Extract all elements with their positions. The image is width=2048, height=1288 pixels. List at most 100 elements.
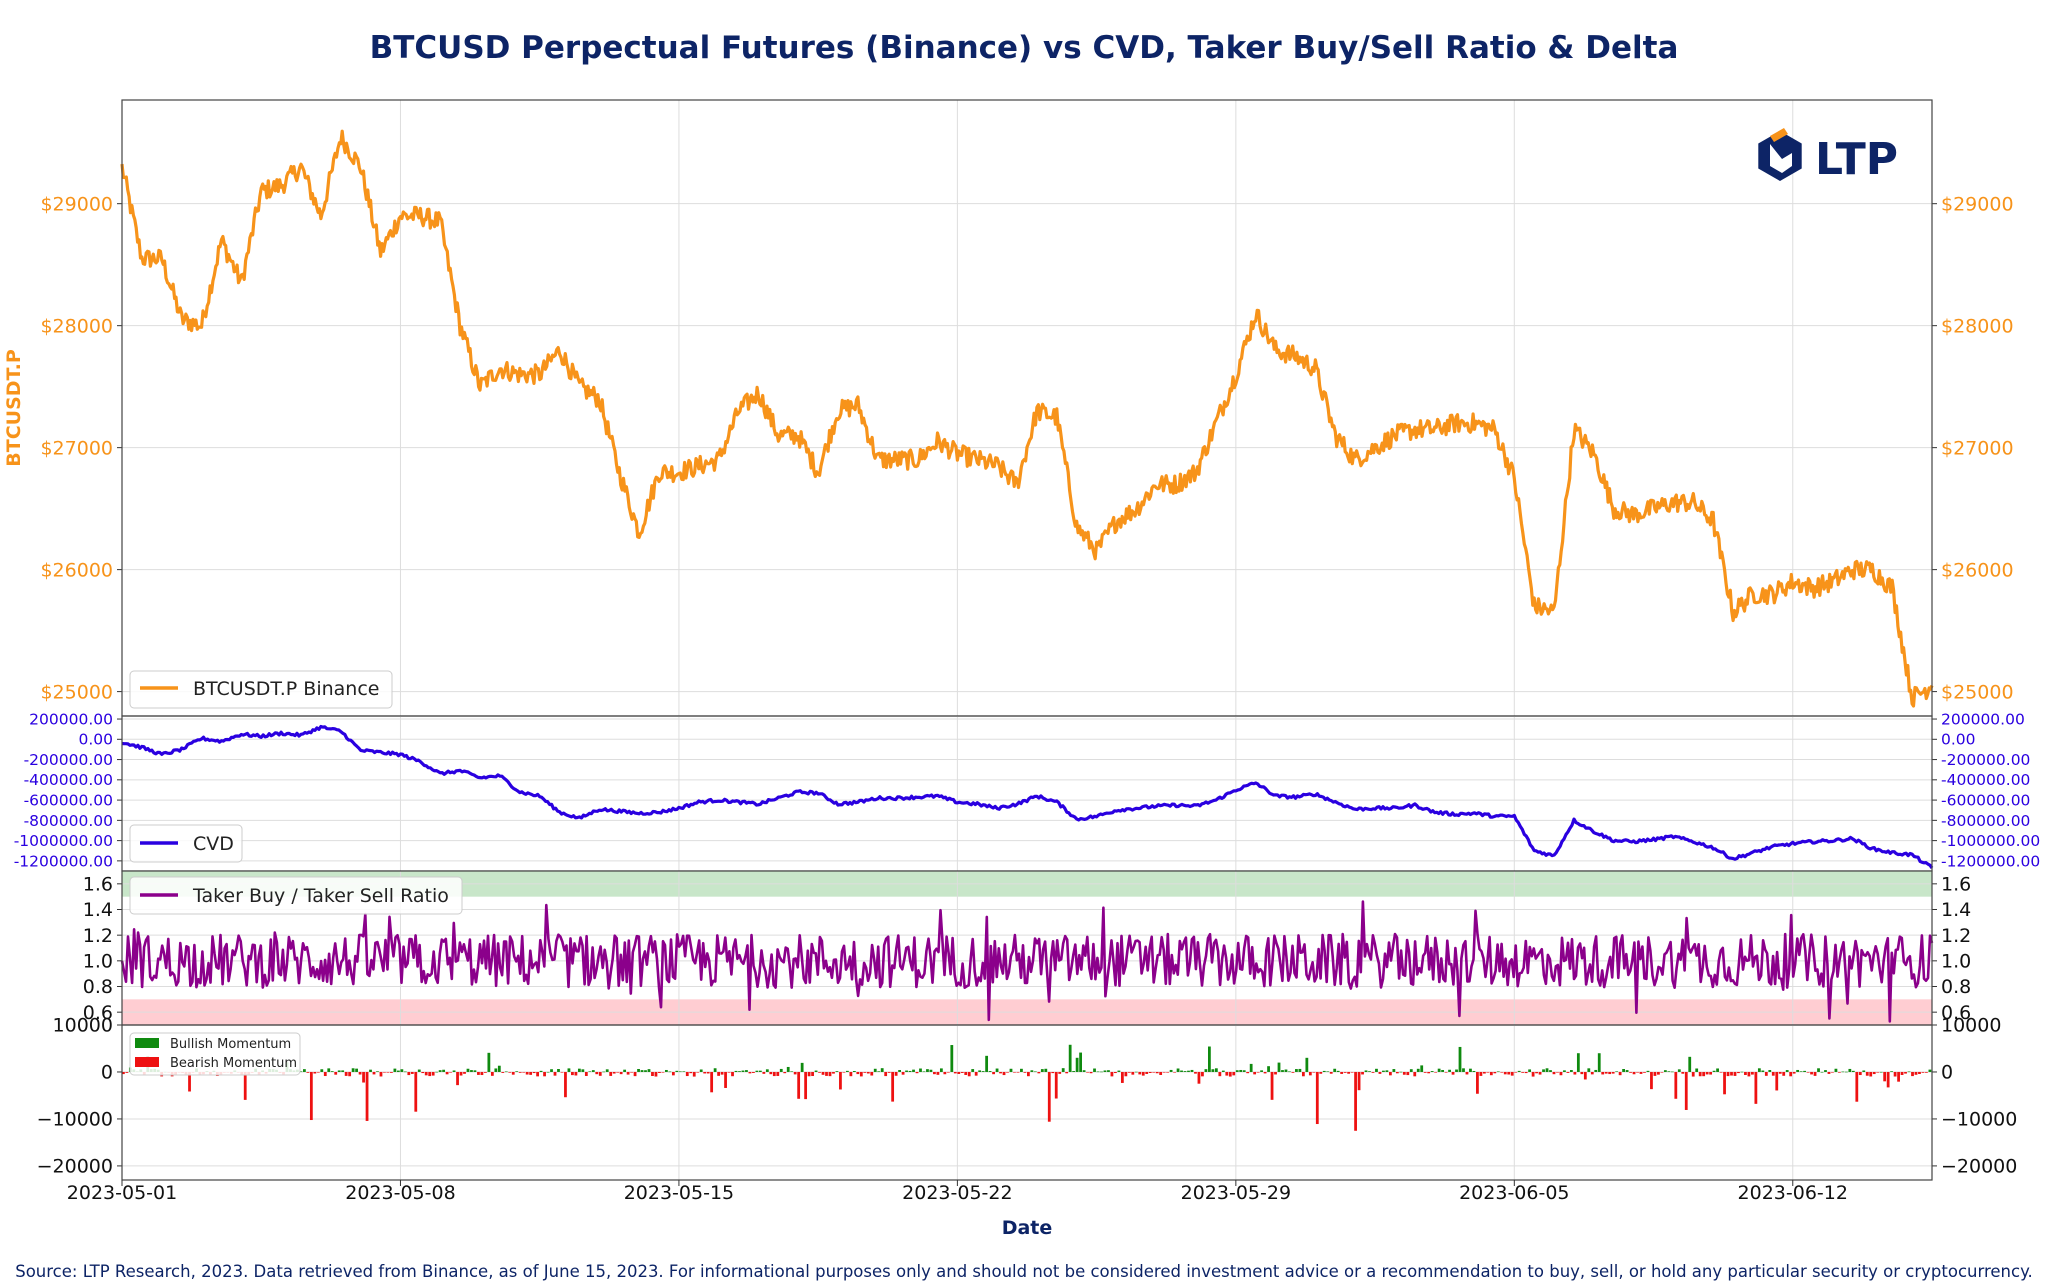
bull-bar <box>351 1068 355 1072</box>
bear-bar <box>1771 1071 1775 1076</box>
bull-bar <box>1907 1071 1911 1073</box>
bull-bar <box>905 1070 908 1072</box>
bear-bar <box>1291 1071 1295 1073</box>
bull-bar <box>1844 1071 1848 1073</box>
bull-bar <box>1183 1071 1187 1072</box>
bull-bar <box>393 1068 397 1072</box>
bear-bar <box>1427 1071 1431 1074</box>
y-tick-label-right: 1.6 <box>1941 873 1971 895</box>
bear-bar <box>1775 1071 1779 1091</box>
bear-bar <box>1350 1071 1354 1073</box>
source-note: Source: LTP Research, 2023. Data retriev… <box>15 1262 2033 1281</box>
bear-bar <box>1657 1071 1660 1075</box>
legend-label-price: BTCUSDT.P Binance <box>193 678 379 700</box>
bull-bar <box>591 1070 595 1072</box>
bull-bar <box>1187 1070 1190 1072</box>
bear-bar <box>957 1071 961 1074</box>
bull-bar <box>1180 1070 1183 1072</box>
bull-bar <box>1549 1070 1552 1072</box>
legend-label-cvd: CVD <box>193 833 234 855</box>
y-tick-label-left: -400000.00 <box>24 771 113 789</box>
bull-bar <box>929 1069 933 1072</box>
legend-box <box>129 670 393 709</box>
bull-bar <box>1625 1070 1629 1072</box>
bull-bar <box>577 1068 581 1072</box>
y-tick-label-right: 10000 <box>1941 1015 2001 1037</box>
bear-bar <box>1051 1071 1055 1074</box>
y-tick-label-right: -600000.00 <box>1941 792 2030 810</box>
ratio-panel: 0.6 0.6 0.8 0.8 1.0 1.0 1.2 1.2 1.4 1.4 1.6 1.6 Take… <box>83 870 1971 1026</box>
bull-bar <box>1061 1068 1065 1072</box>
bear-bar <box>626 1071 630 1075</box>
bull-bar <box>1134 1071 1138 1073</box>
bear-bar <box>1751 1071 1754 1075</box>
bull-bar <box>1670 1071 1674 1073</box>
bull-bar <box>1851 1070 1855 1072</box>
bear-bar <box>1141 1071 1145 1076</box>
bull-bar <box>1646 1070 1650 1072</box>
bull-bar <box>435 1071 439 1073</box>
bear-bar <box>362 1071 365 1083</box>
bear-bar <box>974 1071 978 1076</box>
bear-bar <box>1013 1071 1016 1073</box>
bear-bar <box>1131 1071 1135 1075</box>
bull-bar <box>1761 1070 1765 1072</box>
bear-bar <box>1037 1071 1041 1074</box>
bull-bar <box>873 1068 877 1072</box>
bear-bar <box>1110 1071 1114 1077</box>
bull-bar <box>557 1069 560 1072</box>
bear-bar <box>1782 1071 1786 1076</box>
bull-bar <box>400 1069 404 1072</box>
bear-bar <box>1319 1071 1323 1074</box>
bull-bar <box>1848 1068 1852 1072</box>
bear-bar <box>936 1071 940 1075</box>
bear-bar <box>1698 1071 1702 1077</box>
bear-bar <box>525 1071 529 1075</box>
bear-bar <box>571 1071 574 1076</box>
bull-bar <box>1587 1068 1591 1072</box>
bear-bar <box>598 1071 602 1076</box>
bear-bar <box>1684 1071 1688 1110</box>
bear-bar <box>960 1071 964 1073</box>
bear-bar <box>887 1071 891 1073</box>
y-tick-label-right: −10000 <box>1941 1109 2017 1131</box>
bull-bar <box>1528 1069 1532 1072</box>
x-tick-label: 2023-05-15 <box>624 1182 734 1204</box>
y-tick-label-right: −20000 <box>1941 1156 2017 1178</box>
bull-bar <box>1799 1071 1803 1072</box>
bear-bar <box>188 1071 191 1092</box>
bear-bar <box>609 1071 613 1076</box>
bear-bar <box>793 1071 797 1075</box>
bull-bar <box>1496 1071 1500 1073</box>
bear-bar <box>1503 1071 1507 1075</box>
bull-bar <box>605 1069 609 1072</box>
bear-bar <box>1343 1071 1347 1073</box>
bull-bar <box>1712 1070 1716 1072</box>
bear-bar <box>543 1071 546 1077</box>
bear-bar <box>1810 1071 1813 1075</box>
legend-box <box>129 876 463 915</box>
bear-bar <box>459 1071 463 1076</box>
bear-bar <box>1173 1071 1176 1073</box>
bear-bar <box>1166 1071 1170 1073</box>
bear-bar <box>1159 1071 1163 1075</box>
bull-bar <box>623 1069 627 1072</box>
bear-bar <box>1120 1071 1124 1083</box>
bear-bar <box>1086 1071 1089 1073</box>
bull-bar <box>800 1062 804 1072</box>
bear-bar <box>692 1071 696 1077</box>
y-tick-label-right: 0.8 <box>1941 976 1971 998</box>
bull-bar <box>1068 1044 1072 1072</box>
bull-bar <box>1409 1069 1413 1072</box>
bear-bar <box>424 1071 428 1076</box>
bear-bar <box>1228 1071 1232 1077</box>
y-tick-label-right: 0 <box>1941 1062 1953 1084</box>
bear-bar <box>811 1071 814 1077</box>
bear-bar <box>306 1071 310 1073</box>
bull-bar <box>1841 1071 1845 1073</box>
bear-bar <box>1838 1071 1841 1073</box>
bull-bar <box>497 1065 501 1072</box>
bear-bar <box>532 1071 536 1074</box>
bear-bar <box>1604 1071 1608 1074</box>
bull-bar <box>1890 1071 1894 1072</box>
